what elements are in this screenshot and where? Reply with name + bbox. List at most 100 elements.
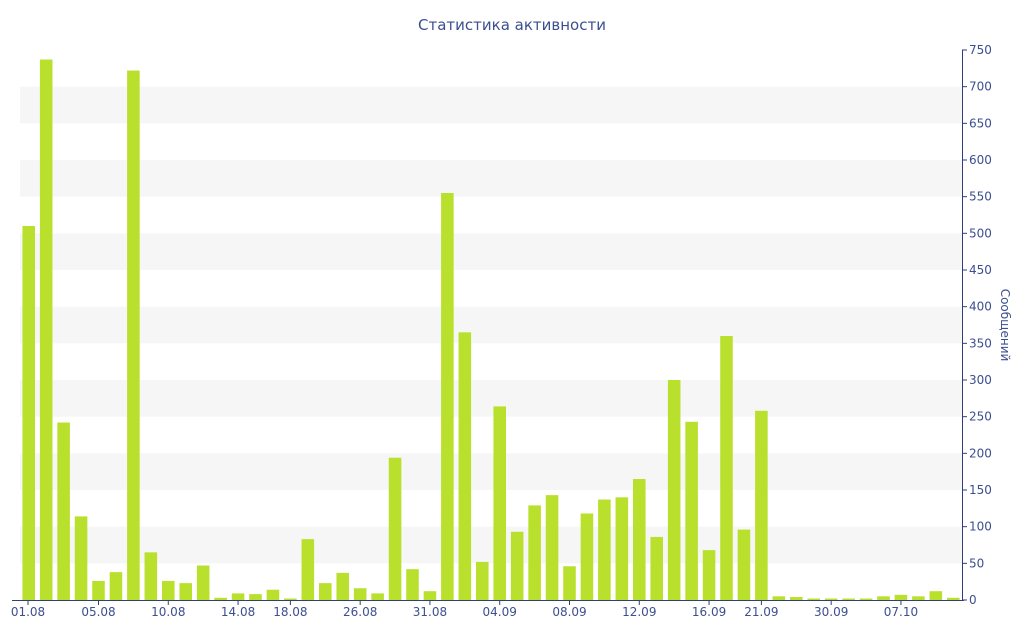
chart-title: Статистика активности: [418, 16, 606, 34]
y-tick-label: 550: [969, 190, 992, 204]
x-tick-label: 14.08: [221, 605, 255, 619]
bar: [74, 516, 88, 600]
y-axis-title: Сообщений: [998, 289, 1012, 362]
bar: [284, 598, 297, 600]
bar: [144, 552, 158, 600]
grid-band: [20, 86, 962, 124]
x-tick-label: 16.09: [692, 605, 726, 619]
bar-series: [22, 59, 960, 600]
grid-band: [20, 306, 962, 344]
bar: [493, 406, 506, 600]
x-tick-label: 30.09: [814, 605, 848, 619]
bar: [441, 193, 454, 600]
y-tick-label: 650: [969, 116, 992, 130]
bar: [266, 589, 280, 600]
bar: [162, 580, 175, 600]
bar: [947, 597, 960, 600]
x-tick-label: 05.08: [81, 605, 115, 619]
x-tick-label: 07.10: [884, 605, 918, 619]
bar: [790, 597, 803, 600]
x-tick-label: 04.09: [483, 605, 517, 619]
y-tick-label: 50: [969, 556, 984, 570]
bar: [319, 583, 332, 600]
bar: [423, 591, 437, 600]
bar: [39, 59, 53, 600]
bar: [633, 479, 646, 600]
bar: [301, 539, 315, 600]
y-tick-label: 250: [969, 410, 992, 424]
bar: [231, 593, 245, 600]
bar: [650, 536, 663, 600]
bar: [877, 596, 890, 600]
bar: [510, 531, 524, 600]
x-tick-label: 26.08: [343, 605, 377, 619]
bar: [528, 505, 541, 600]
bar: [755, 410, 768, 600]
bar: [92, 580, 105, 600]
y-tick-label: 0: [969, 593, 977, 607]
bar: [929, 591, 943, 600]
bar: [476, 561, 489, 600]
x-tick-label: 12.09: [622, 605, 656, 619]
bar: [685, 421, 698, 600]
grid-band: [20, 160, 962, 197]
y-tick-label: 350: [969, 336, 992, 350]
y-axis-ticks: 0 50 100 150 200 250 300 350 400 450 500 550 600 650 7…: [962, 43, 992, 607]
bar: [336, 572, 349, 600]
bar: [545, 495, 559, 600]
y-tick-label: 200: [969, 446, 992, 460]
bar: [667, 380, 681, 600]
grid-bands: [20, 86, 962, 564]
bar: [859, 598, 873, 600]
bar: [127, 70, 140, 600]
grid-band: [20, 233, 962, 270]
bar: [598, 499, 611, 600]
x-tick-label: 21.09: [744, 605, 778, 619]
y-tick-label: 100: [969, 520, 992, 534]
bar: [353, 588, 367, 600]
x-tick-label: 10.08: [151, 605, 185, 619]
x-tick-label: 31.08: [413, 605, 447, 619]
bar: [249, 594, 262, 600]
bar: [894, 594, 908, 600]
axes: [12, 50, 964, 601]
y-tick-label: 750: [969, 43, 992, 57]
bar: [57, 422, 70, 600]
x-tick-label: 01.08: [11, 605, 45, 619]
bar: [196, 565, 210, 600]
bar: [912, 596, 925, 600]
y-tick-label: 700: [969, 80, 992, 94]
bar: [109, 572, 123, 600]
bar: [458, 332, 472, 600]
x-tick-label: 08.09: [552, 605, 586, 619]
bar: [737, 529, 751, 600]
bar: [824, 598, 838, 600]
x-tick-label: 18.08: [273, 605, 307, 619]
y-tick-label: 150: [969, 483, 992, 497]
y-tick-label: 300: [969, 373, 992, 387]
bar: [179, 583, 192, 600]
grid-band: [20, 453, 962, 490]
bar: [580, 513, 594, 600]
grid-band: [20, 526, 962, 564]
bar: [22, 226, 35, 600]
bar: [563, 566, 576, 600]
y-tick-label: 450: [969, 263, 992, 277]
bar: [720, 336, 733, 600]
grid-band: [20, 380, 962, 417]
bar: [214, 597, 227, 600]
bar: [406, 569, 419, 600]
y-tick-label: 500: [969, 226, 992, 240]
bar: [388, 457, 402, 600]
bar: [807, 598, 820, 600]
y-tick-label: 400: [969, 300, 992, 314]
bar: [772, 596, 786, 600]
bar: [842, 598, 855, 600]
y-tick-label: 600: [969, 153, 992, 167]
bar: [371, 593, 384, 600]
bar: [615, 497, 629, 600]
bar: [702, 550, 716, 600]
x-axis-ticks: 01.08 05.08 10.08 14.08 18.08 26.08 31.08 04.09…: [11, 600, 918, 619]
